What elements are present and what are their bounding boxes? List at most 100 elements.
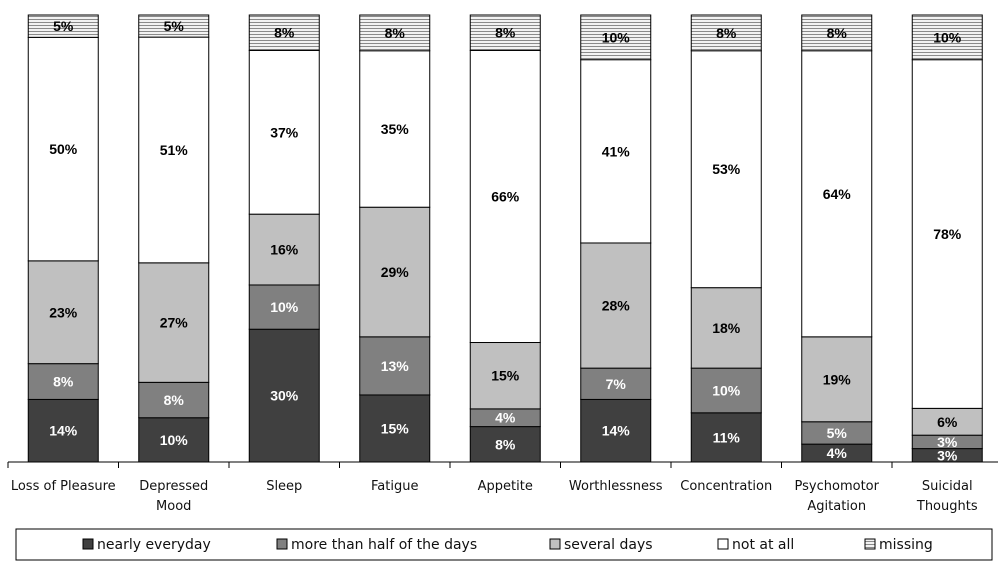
data-label: 18% bbox=[712, 320, 741, 336]
bar-segment-more-than-half-of-the-days bbox=[580, 367, 652, 400]
data-label: 5% bbox=[164, 18, 185, 34]
data-label: 7% bbox=[606, 376, 627, 392]
data-label: 5% bbox=[827, 425, 848, 441]
category-label: Psychomotor bbox=[795, 479, 880, 494]
bar-segment-more-than-half-of-the-days bbox=[27, 363, 99, 400]
bar-segment-several-days bbox=[359, 206, 431, 338]
data-label: 11% bbox=[713, 429, 741, 445]
data-label: 8% bbox=[827, 25, 848, 41]
legend-label-not-at-all: not at all bbox=[732, 537, 794, 553]
data-label: 14% bbox=[602, 423, 631, 439]
bar-segment-missing bbox=[469, 14, 541, 51]
data-label: 8% bbox=[495, 25, 516, 41]
data-label: 29% bbox=[381, 264, 410, 280]
data-label: 15% bbox=[491, 368, 520, 384]
category-label: Suicidal bbox=[922, 479, 973, 494]
category-label: Mood bbox=[156, 499, 191, 514]
bar-segment-nearly-everyday bbox=[359, 394, 431, 463]
bar-segment-not-at-all bbox=[801, 50, 873, 338]
bar-segment-missing bbox=[801, 14, 873, 52]
data-label: 15% bbox=[381, 420, 410, 436]
bar-segment-not-at-all bbox=[27, 36, 99, 262]
bar-segment-missing bbox=[359, 14, 431, 52]
category-label: Agitation bbox=[807, 499, 866, 514]
category-label: Concentration bbox=[680, 479, 772, 494]
category-label: Thoughts bbox=[916, 499, 978, 514]
data-label: 4% bbox=[495, 410, 516, 426]
data-label: 14% bbox=[49, 423, 78, 439]
legend-label-more-than-half-of-the-days: more than half of the days bbox=[291, 537, 477, 553]
bar-segment-not-at-all bbox=[580, 59, 652, 244]
bar-segment-missing bbox=[690, 14, 762, 52]
data-label: 8% bbox=[164, 392, 185, 408]
data-label: 8% bbox=[716, 25, 737, 41]
data-label: 10% bbox=[270, 299, 299, 315]
data-label: 8% bbox=[495, 436, 516, 452]
category-label: Loss of Pleasure bbox=[11, 479, 116, 494]
x-axis-ticks bbox=[7, 462, 893, 468]
data-label: 8% bbox=[274, 25, 295, 41]
data-label: 10% bbox=[712, 382, 741, 398]
data-label: 30% bbox=[270, 388, 299, 404]
data-label: 66% bbox=[491, 188, 520, 204]
bar-segment-missing bbox=[27, 14, 99, 38]
data-label: 13% bbox=[381, 358, 410, 374]
category-label: Depressed bbox=[139, 479, 208, 494]
data-label: 23% bbox=[49, 304, 78, 320]
bar-segment-more-than-half-of-the-days bbox=[359, 336, 431, 396]
bar-segment-nearly-everyday bbox=[27, 398, 99, 463]
data-label: 64% bbox=[823, 186, 852, 202]
bar-segment-not-at-all bbox=[911, 59, 983, 409]
category-label: Worthlessness bbox=[569, 479, 663, 494]
legend-swatch-missing bbox=[864, 538, 876, 550]
data-label: 16% bbox=[270, 242, 299, 258]
bar-segment-several-days bbox=[138, 262, 210, 383]
legend-swatch-more-than-half-of-the-days bbox=[276, 538, 288, 550]
legend-label-several-days: several days bbox=[564, 537, 653, 553]
data-label: 10% bbox=[602, 29, 631, 45]
data-label: 51% bbox=[160, 142, 189, 158]
category-label: Appetite bbox=[478, 479, 533, 494]
bar-segment-missing bbox=[138, 14, 210, 38]
bar-segment-several-days bbox=[469, 342, 541, 410]
data-label: 8% bbox=[53, 374, 74, 390]
data-label: 53% bbox=[712, 161, 741, 177]
data-label: 50% bbox=[49, 141, 78, 157]
bar-segment-missing bbox=[580, 14, 652, 61]
data-label: 78% bbox=[933, 226, 962, 242]
data-label: 3% bbox=[937, 434, 958, 450]
data-label: 8% bbox=[385, 25, 406, 41]
data-label: 28% bbox=[602, 298, 631, 314]
legend-box bbox=[15, 528, 993, 561]
legend-label-missing: missing bbox=[879, 537, 933, 553]
data-label: 4% bbox=[827, 445, 848, 461]
bars-layer: 14% 8% 23% 50% 5% 10% 8% 27% 51% 5% 30% 10% 16% 37% 8%… bbox=[27, 14, 983, 463]
data-label: 37% bbox=[270, 124, 299, 140]
data-label: 19% bbox=[823, 371, 852, 387]
bar-segment-several-days bbox=[580, 242, 652, 369]
bar-segment-nearly-everyday bbox=[580, 398, 652, 463]
bar-segment-missing bbox=[911, 14, 983, 61]
data-label: 35% bbox=[381, 121, 410, 137]
data-label: 27% bbox=[160, 315, 189, 331]
legend: nearly everyday more than half of the day… bbox=[82, 537, 933, 553]
data-label: 10% bbox=[933, 29, 962, 45]
bar-segment-more-than-half-of-the-days bbox=[138, 381, 210, 419]
bar-segment-not-at-all bbox=[248, 49, 320, 215]
legend-swatch-nearly-everyday bbox=[82, 538, 94, 550]
category-label: Sleep bbox=[266, 479, 302, 494]
category-labels: Loss of Pleasure Depressed Mood Sleep Fatigu… bbox=[11, 479, 978, 514]
category-label: Fatigue bbox=[371, 479, 418, 494]
data-label: 41% bbox=[602, 143, 631, 159]
bar-segment-not-at-all bbox=[359, 50, 431, 208]
bar-segment-nearly-everyday bbox=[469, 426, 541, 463]
data-label: 5% bbox=[53, 18, 74, 34]
legend-swatch-not-at-all bbox=[717, 538, 729, 550]
bar-segment-missing bbox=[248, 14, 320, 51]
data-label: 6% bbox=[937, 414, 958, 430]
data-label: 10% bbox=[160, 432, 189, 448]
bar-segment-not-at-all bbox=[690, 50, 762, 289]
bar-segment-more-than-half-of-the-days bbox=[248, 284, 320, 330]
bar-segment-several-days bbox=[911, 407, 983, 436]
